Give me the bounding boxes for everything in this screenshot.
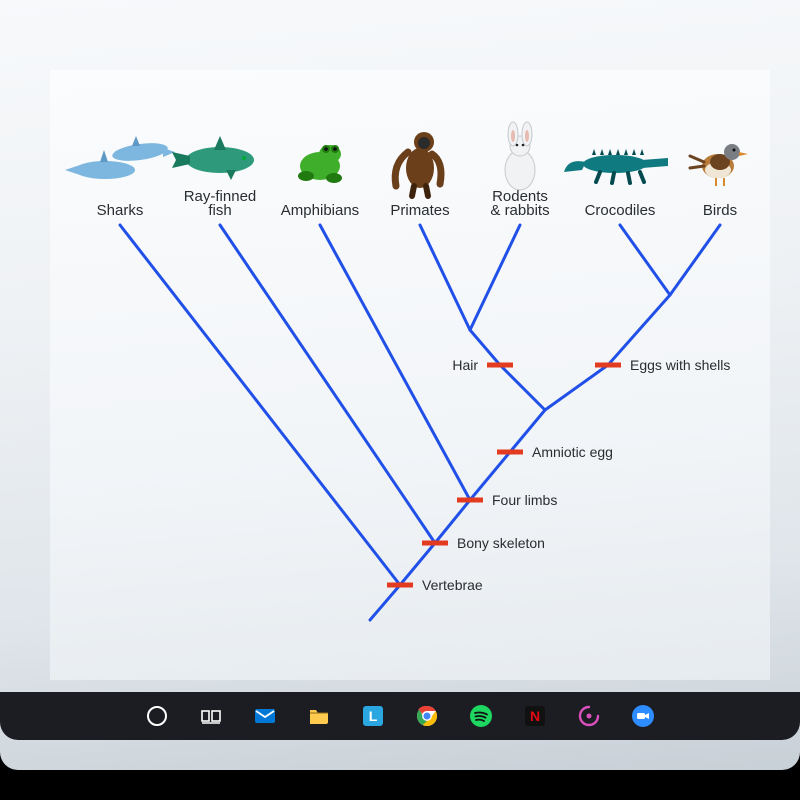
trait-label-fourlimbs: Four limbs: [492, 492, 557, 508]
taxon-label-sharks: Sharks: [97, 202, 144, 219]
taxon-image-birds: [690, 144, 748, 186]
screen-area: Vertebrae Bony skeleton Four limbs Amniotic…: [0, 0, 800, 770]
taxon-label-primates: Primates: [390, 202, 449, 219]
trait-label-bony: Bony skeleton: [457, 535, 545, 551]
taxon-label-amphibians: Amphibians: [281, 202, 359, 219]
windows-taskbar[interactable]: LN: [0, 692, 800, 740]
zoom-icon[interactable]: [629, 702, 657, 730]
taxon-image-primates: [395, 132, 441, 196]
taxon-image-rodents: [505, 122, 535, 190]
taxon-image-crocodiles: [564, 149, 668, 183]
taxon-image-rayfish: [172, 136, 254, 180]
taskview-icon[interactable]: [197, 702, 225, 730]
p-app-icon[interactable]: [575, 702, 603, 730]
taxon-label-rodents-2: & rabbits: [490, 202, 549, 219]
diagram-canvas: Vertebrae Bony skeleton Four limbs Amniotic…: [50, 70, 770, 680]
trait-label-hair: Hair: [452, 357, 478, 373]
explorer-icon[interactable]: [305, 702, 333, 730]
taxon-label-rayfish-2: fish: [208, 202, 231, 219]
l-app-icon[interactable]: L: [359, 702, 387, 730]
cladogram-svg: Vertebrae Bony skeleton Four limbs Amniotic…: [50, 70, 770, 680]
taxon-image-sharks: [65, 136, 175, 179]
monitor-bezel: [0, 770, 800, 800]
taxon-label-crocodiles: Crocodiles: [585, 202, 656, 219]
taxon-image-amphibians: [298, 145, 342, 183]
taxon-label-birds: Birds: [703, 202, 737, 219]
netflix-icon[interactable]: N: [521, 702, 549, 730]
trait-label-eggshell: Eggs with shells: [630, 357, 730, 373]
chrome-icon[interactable]: [413, 702, 441, 730]
trait-label-amniotic: Amniotic egg: [532, 444, 613, 460]
spotify-icon[interactable]: [467, 702, 495, 730]
svg-text:L: L: [369, 708, 378, 724]
mail-icon[interactable]: [251, 702, 279, 730]
cortana-icon[interactable]: [143, 702, 171, 730]
svg-text:N: N: [530, 708, 540, 724]
trait-label-vertebrae: Vertebrae: [422, 577, 483, 593]
